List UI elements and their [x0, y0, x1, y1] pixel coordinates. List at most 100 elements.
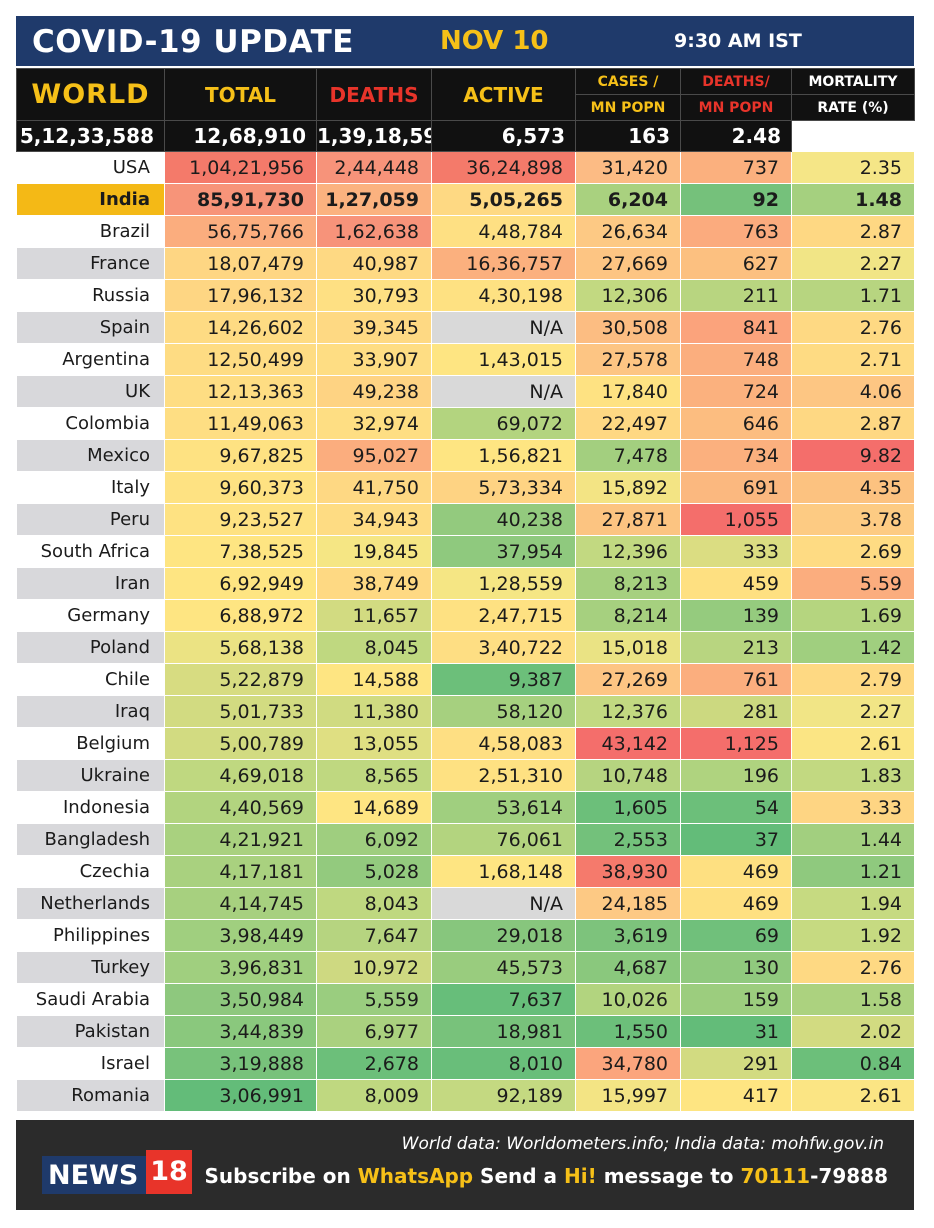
cell-mortality: 4.06 — [791, 375, 915, 408]
cell-total: 4,21,921 — [164, 823, 317, 856]
col-header-total: TOTAL — [164, 68, 317, 121]
cell-mortality: 2.27 — [791, 247, 915, 280]
cell-mortality: 1.42 — [791, 631, 915, 664]
page-title: COVID-19 UPDATE — [32, 24, 354, 60]
cell-deaths: 8,043 — [316, 887, 432, 920]
world-deaths: 12,68,910 — [164, 120, 317, 152]
cell-cases-per-mn: 6,204 — [575, 183, 681, 216]
cell-total: 14,26,602 — [164, 311, 317, 344]
cell-active: 8,010 — [431, 1047, 576, 1080]
cell-total: 5,00,789 — [164, 727, 317, 760]
country-name: Pakistan — [16, 1015, 165, 1048]
cell-deaths: 30,793 — [316, 279, 432, 312]
table-row: Romania 3,06,991 8,009 92,189 15,997 417 2.61 — [16, 1079, 915, 1112]
cell-cases-per-mn: 27,578 — [575, 343, 681, 376]
cell-deaths-per-mn: 92 — [680, 183, 792, 216]
cell-deaths: 7,647 — [316, 919, 432, 952]
cell-mortality: 2.87 — [791, 407, 915, 440]
cell-deaths-per-mn: 291 — [680, 1047, 792, 1080]
cell-total: 7,38,525 — [164, 535, 317, 568]
cell-active: N/A — [431, 887, 576, 920]
cell-active: 1,56,821 — [431, 439, 576, 472]
footer: NEWS 18 World data: Worldometers.info; I… — [16, 1120, 914, 1210]
cell-deaths-per-mn: 459 — [680, 567, 792, 600]
cell-deaths-per-mn: 281 — [680, 695, 792, 728]
cell-total: 9,23,527 — [164, 503, 317, 536]
table-row: Saudi Arabia 3,50,984 5,559 7,637 10,026 159 1… — [16, 983, 915, 1016]
cell-total: 12,50,499 — [164, 343, 317, 376]
cell-deaths-per-mn: 54 — [680, 791, 792, 824]
cell-active: 1,43,015 — [431, 343, 576, 376]
cell-cases-per-mn: 8,213 — [575, 567, 681, 600]
country-name: Italy — [16, 471, 165, 504]
cell-deaths: 11,380 — [316, 695, 432, 728]
cell-active: 5,05,265 — [431, 183, 576, 216]
cell-active: 4,58,083 — [431, 727, 576, 760]
logo-number: 18 — [146, 1150, 192, 1194]
cell-deaths-per-mn: 737 — [680, 151, 792, 184]
cell-deaths-per-mn: 130 — [680, 951, 792, 984]
country-name: UK — [16, 375, 165, 408]
cell-total: 3,44,839 — [164, 1015, 317, 1048]
table-row: Colombia 11,49,063 32,974 69,072 22,497 646 2.… — [16, 407, 915, 440]
cell-deaths-per-mn: 1,055 — [680, 503, 792, 536]
cell-cases-per-mn: 10,748 — [575, 759, 681, 792]
cell-cases-per-mn: 27,669 — [575, 247, 681, 280]
country-name: Turkey — [16, 951, 165, 984]
cell-deaths: 14,689 — [316, 791, 432, 824]
table-row: South Africa 7,38,525 19,845 37,954 12,396 33… — [16, 535, 915, 568]
table-row: Ukraine 4,69,018 8,565 2,51,310 10,748 196 1.8… — [16, 759, 915, 792]
table-row: Chile 5,22,879 14,588 9,387 27,269 761 2.79 — [16, 663, 915, 696]
country-name: South Africa — [16, 535, 165, 568]
cell-deaths: 5,028 — [316, 855, 432, 888]
world-mortality: 2.48 — [680, 120, 792, 152]
cell-mortality: 4.35 — [791, 471, 915, 504]
cell-deaths-per-mn: 748 — [680, 343, 792, 376]
country-name: Philippines — [16, 919, 165, 952]
country-name: Czechia — [16, 855, 165, 888]
cell-active: 9,387 — [431, 663, 576, 696]
col-header-cases-per-mn: CASES / — [575, 68, 681, 95]
country-name: USA — [16, 151, 165, 184]
cell-total: 12,13,363 — [164, 375, 317, 408]
country-name: Belgium — [16, 727, 165, 760]
table-row: Pakistan 3,44,839 6,977 18,981 1,550 31 2.02 — [16, 1015, 915, 1048]
cell-cases-per-mn: 3,619 — [575, 919, 681, 952]
cell-deaths: 6,092 — [316, 823, 432, 856]
country-name: Colombia — [16, 407, 165, 440]
cell-total: 3,06,991 — [164, 1079, 317, 1112]
cell-active: 29,018 — [431, 919, 576, 952]
country-name: Peru — [16, 503, 165, 536]
country-name: France — [16, 247, 165, 280]
cell-total: 85,91,730 — [164, 183, 317, 216]
country-name: Saudi Arabia — [16, 983, 165, 1016]
cell-deaths-per-mn: 724 — [680, 375, 792, 408]
cell-deaths-per-mn: 417 — [680, 1079, 792, 1112]
country-name: Germany — [16, 599, 165, 632]
header-banner: COVID-19 UPDATE NOV 10 9:30 AM IST — [16, 16, 914, 66]
country-name: Iran — [16, 567, 165, 600]
cell-deaths: 2,44,448 — [316, 151, 432, 184]
cell-mortality: 2.35 — [791, 151, 915, 184]
cell-active: 45,573 — [431, 951, 576, 984]
cell-total: 5,22,879 — [164, 663, 317, 696]
cell-total: 3,50,984 — [164, 983, 317, 1016]
cell-total: 1,04,21,956 — [164, 151, 317, 184]
table-row: France 18,07,479 40,987 16,36,757 27,669 627 2… — [16, 247, 915, 280]
cell-mortality: 2.69 — [791, 535, 915, 568]
table-row: Netherlands 4,14,745 8,043 N/A 24,185 469 1.94 — [16, 887, 915, 920]
country-name: Chile — [16, 663, 165, 696]
country-name: Poland — [16, 631, 165, 664]
cell-deaths: 34,943 — [316, 503, 432, 536]
cell-cases-per-mn: 15,892 — [575, 471, 681, 504]
table-row: Philippines 3,98,449 7,647 29,018 3,619 69 1.9… — [16, 919, 915, 952]
cell-deaths: 32,974 — [316, 407, 432, 440]
table-row: Germany 6,88,972 11,657 2,47,715 8,214 139 1.6… — [16, 599, 915, 632]
cell-total: 56,75,766 — [164, 215, 317, 248]
cell-total: 9,60,373 — [164, 471, 317, 504]
cell-cases-per-mn: 22,497 — [575, 407, 681, 440]
cell-active: 53,614 — [431, 791, 576, 824]
subscribe-line: Subscribe on WhatsApp Send a Hi! message… — [204, 1164, 888, 1188]
country-name: Indonesia — [16, 791, 165, 824]
cell-mortality: 0.84 — [791, 1047, 915, 1080]
